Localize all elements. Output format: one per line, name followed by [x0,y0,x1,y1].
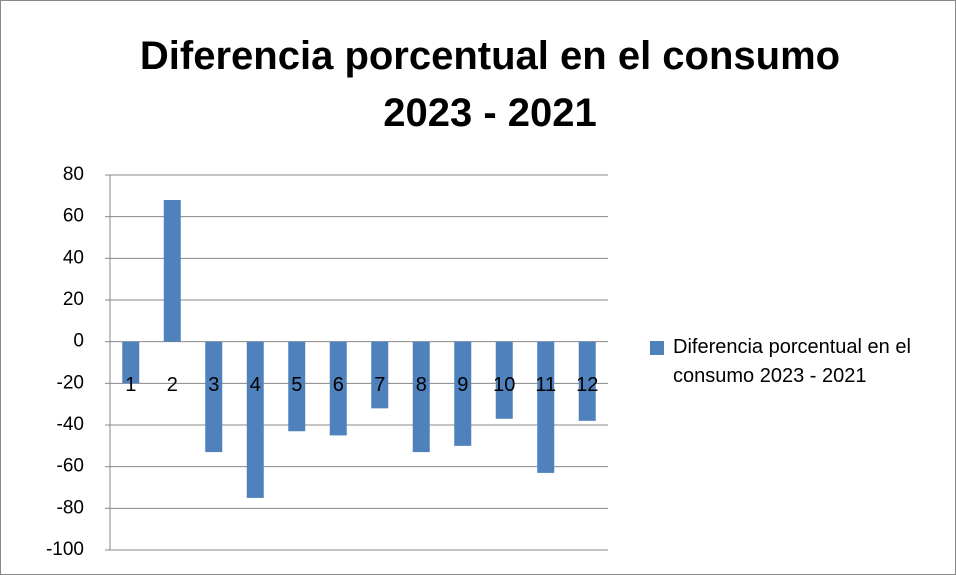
x-tick-label: 3 [208,374,219,396]
chart-title: Diferencia porcentual en el consumo 2023… [139,34,841,135]
bar [329,341,347,436]
bar [246,341,264,498]
y-tick-label: 60 [63,206,84,227]
x-tick-label: 6 [333,374,344,396]
bar [122,341,140,384]
y-tick-label: -40 [57,414,84,435]
bar [288,341,306,432]
x-tick-label: 4 [250,374,261,396]
legend-swatch [650,341,664,355]
y-tick-label: -100 [46,539,84,560]
x-tick-label: 12 [576,374,598,396]
x-tick-label: 1 [125,374,136,396]
bar [205,341,223,453]
y-tick-label: 80 [63,164,84,185]
x-tick-label: 5 [291,374,302,396]
bar [163,200,181,342]
x-tick-label: 9 [457,374,468,396]
y-tick-label: 20 [63,289,84,310]
x-tick-label: 2 [167,374,178,396]
y-tick-label: -60 [57,456,84,477]
bar [412,341,430,453]
x-tick-label: 10 [493,374,515,396]
bar [454,341,472,446]
bar [495,341,513,419]
x-tick-label: 7 [374,374,385,396]
y-tick-label: -80 [57,497,84,518]
y-tick-label: 40 [63,247,84,268]
bar [371,341,389,409]
x-tick-label: 8 [416,374,427,396]
bar [537,341,555,473]
y-tick-label: 0 [73,331,84,352]
legend-label: Diferencia porcentual en el consumo 2023… [673,336,911,387]
y-tick-label: -20 [57,372,84,393]
x-tick-label: 11 [535,374,556,396]
bar [578,341,596,421]
